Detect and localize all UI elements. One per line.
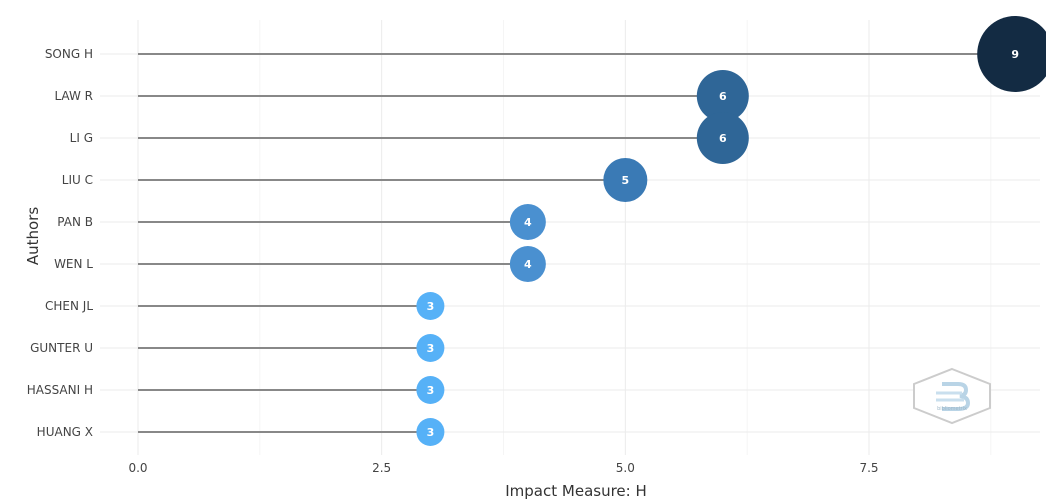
y-tick-label: LAW R [54, 89, 93, 103]
bubble-value-label: 4 [524, 258, 532, 271]
bubble-value-label: 3 [427, 342, 435, 355]
bubble-value-label: 3 [427, 384, 435, 397]
bubble-song-h [977, 16, 1046, 92]
bubble-law-r [696, 70, 749, 122]
x-axis-title: Impact Measure: H [505, 482, 647, 500]
bibliometrix-logo: bibliometrix [913, 367, 991, 425]
bubble-value-label: 6 [719, 90, 727, 103]
bubble-value-label: 3 [427, 426, 435, 439]
y-tick-label: HUANG X [37, 425, 93, 439]
bubble-pan-b [509, 204, 546, 240]
bubble-value-label: 5 [622, 174, 630, 187]
x-tick-label: 0.0 [128, 461, 147, 475]
x-tick-labels: 0.0 2.5 5.0 7.5 [128, 461, 878, 475]
y-tick-label: CHEN JL [45, 299, 93, 313]
bubble-huang-x [416, 418, 445, 446]
bubble-liu-c [603, 158, 648, 202]
bubble-wen-l [509, 246, 546, 282]
y-tick-label: HASSANI H [27, 383, 93, 397]
logo-text: bibliometrix [937, 406, 967, 412]
bubble-gunter-u [416, 334, 445, 362]
stems [138, 53, 1016, 433]
y-tick-label: PAN B [57, 215, 93, 229]
bubble-value-label: 6 [719, 132, 727, 145]
y-axis-title: Authors [24, 207, 42, 266]
y-tick-label: WEN L [54, 257, 93, 271]
y-tick-label: SONG H [45, 47, 93, 61]
y-tick-label: LIU C [62, 173, 93, 187]
y-tick-label: GUNTER U [30, 341, 93, 355]
y-tick-label: LI G [70, 131, 93, 145]
bubble-chen-jl [416, 292, 445, 320]
x-tick-label: 7.5 [859, 461, 878, 475]
bubble-value-label: 4 [524, 216, 532, 229]
bubbles: 9 6 6 5 4 4 3 3 3 3 [416, 16, 1046, 446]
x-tick-label: 2.5 [372, 461, 391, 475]
y-tick-labels: SONG H LAW R LI G LIU C PAN B WEN L CHEN JL GUN… [27, 47, 94, 439]
bubble-value-label: 3 [427, 300, 435, 313]
x-tick-label: 5.0 [616, 461, 635, 475]
bubble-value-label: 9 [1011, 48, 1019, 61]
bubble-li-g [696, 112, 749, 164]
bubble-hassani-h [416, 376, 445, 404]
